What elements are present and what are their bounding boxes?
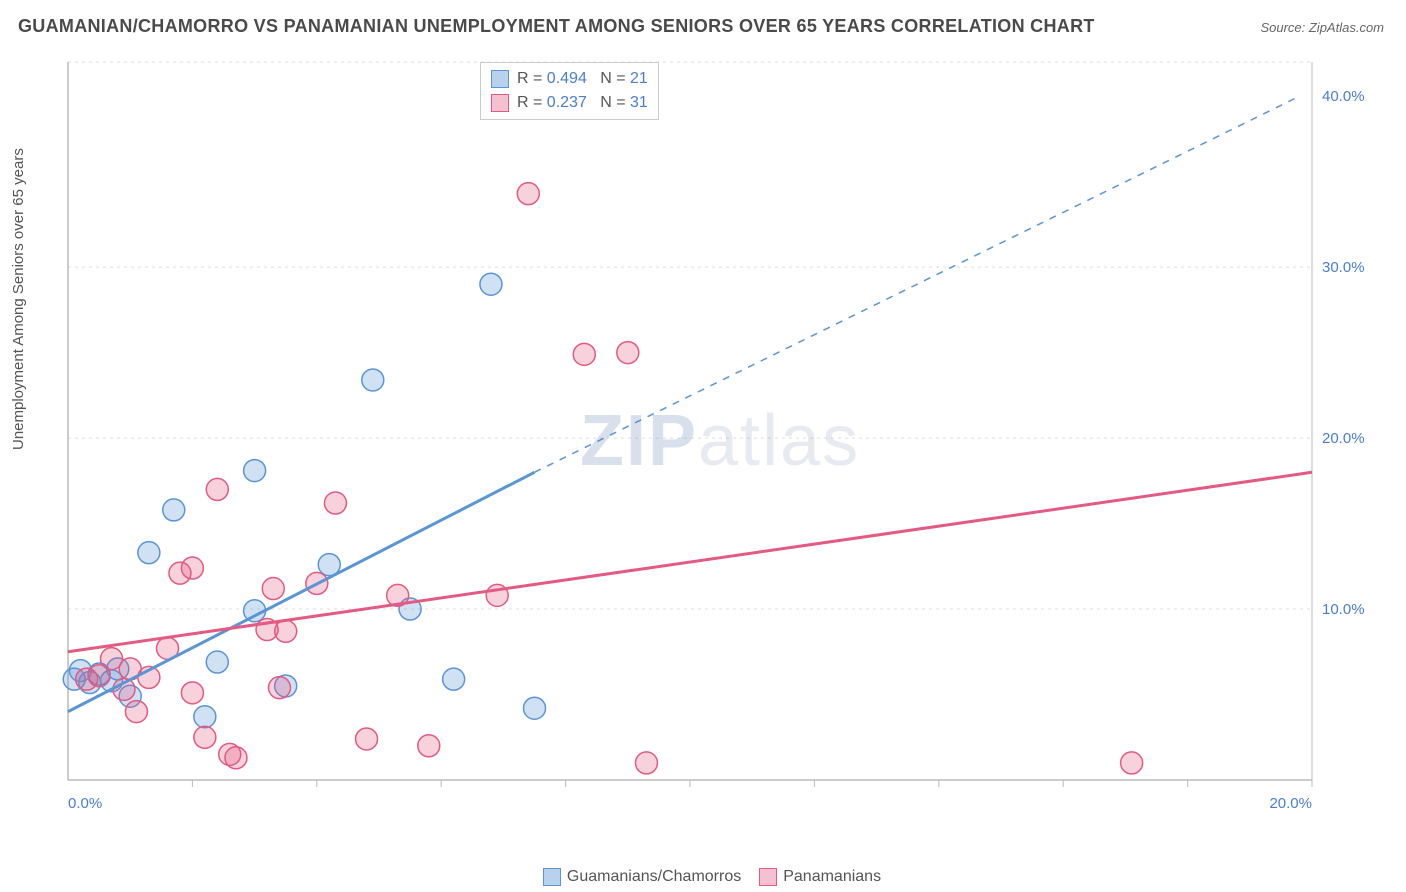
legend-stats: R = 0.237 N = 31 [517,94,648,112]
svg-text:0.0%: 0.0% [68,795,102,812]
series-legend: Guamanians/Chamorros Panamanians [0,868,1406,886]
svg-text:20.0%: 20.0% [1269,795,1312,812]
legend-stats: R = 0.494 N = 21 [517,70,648,88]
svg-text:20.0%: 20.0% [1322,430,1365,447]
source-attribution: Source: ZipAtlas.com [1260,20,1384,35]
legend-swatch [491,94,509,112]
svg-text:10.0%: 10.0% [1322,601,1365,618]
svg-text:40.0%: 40.0% [1322,88,1365,105]
legend-row: R = 0.237 N = 31 [491,91,648,115]
legend-row: R = 0.494 N = 21 [491,67,648,91]
correlation-legend: R = 0.494 N = 21 R = 0.237 N = 31 [480,62,659,120]
scatter-chart: 0.0% 20.0% 10.0% 20.0% 30.0% 40.0% [60,56,1390,836]
legend-swatch [759,868,777,886]
chart-title: GUAMANIAN/CHAMORRO VS PANAMANIAN UNEMPLO… [18,16,1095,37]
legend-label: Guamanians/Chamorros [567,868,741,885]
y-axis-label: Unemployment Among Seniors over 65 years [10,148,27,450]
legend-label: Panamanians [783,868,881,885]
plot-area: 0.0% 20.0% 10.0% 20.0% 30.0% 40.0% [60,56,1390,836]
legend-swatch [543,868,561,886]
legend-swatch [491,70,509,88]
svg-text:30.0%: 30.0% [1322,259,1365,276]
